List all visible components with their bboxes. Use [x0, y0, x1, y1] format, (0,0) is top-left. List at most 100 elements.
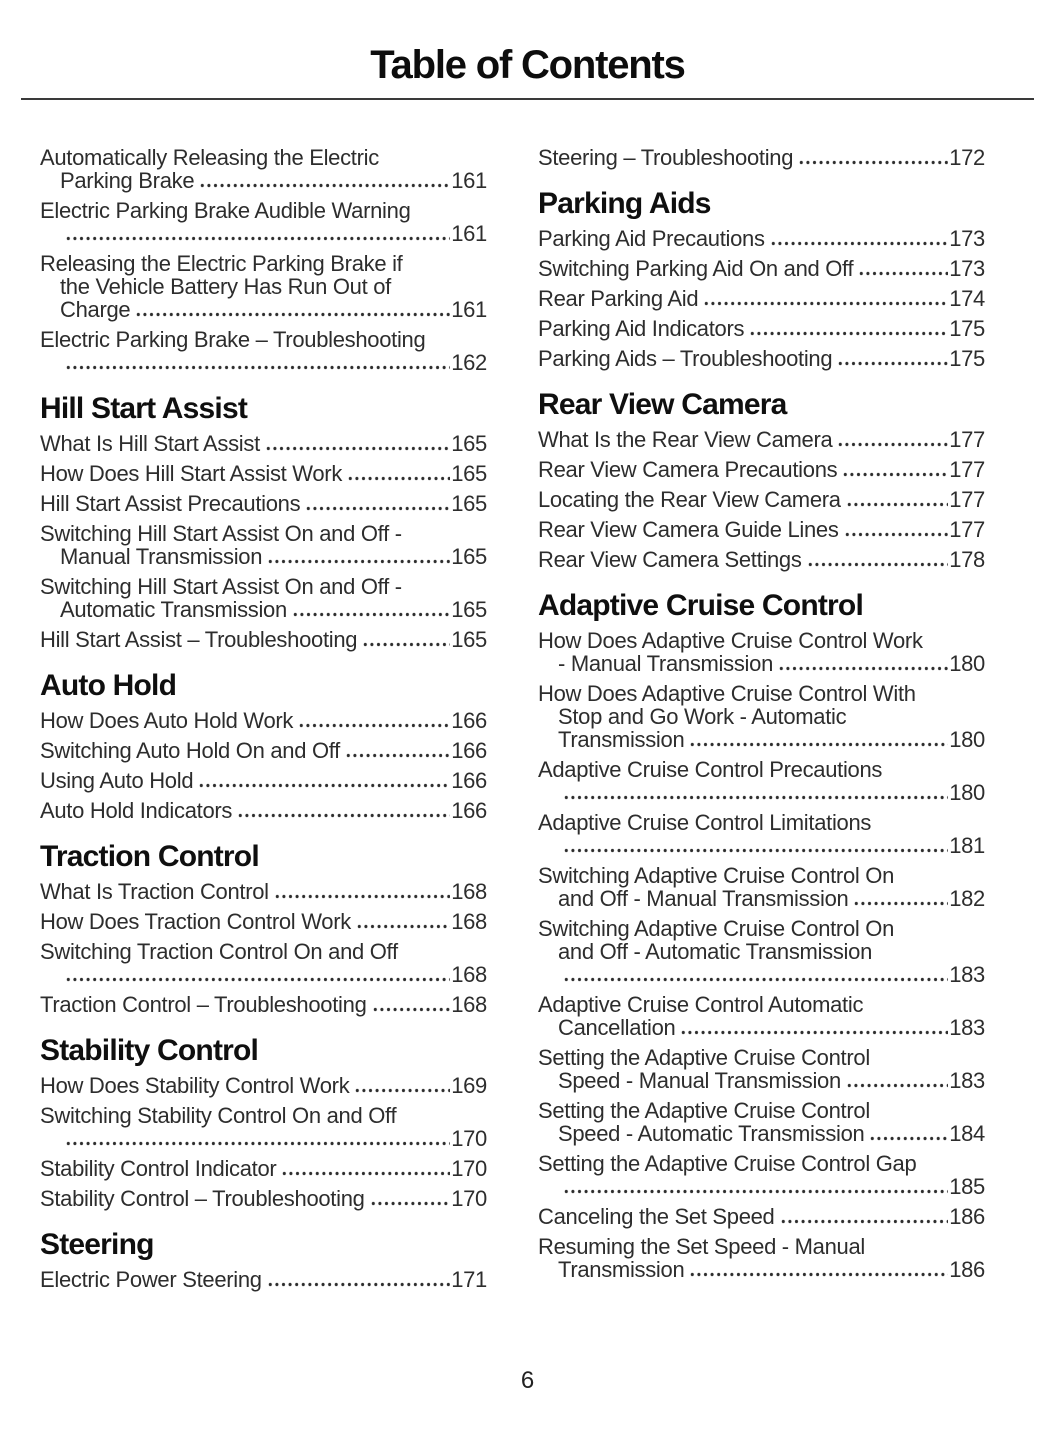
- toc-entry[interactable]: Parking Aid Indicators 175: [538, 317, 985, 340]
- toc-entry[interactable]: Adaptive Cruise Control Precautions 180: [538, 758, 985, 804]
- toc-entry[interactable]: Setting the Adaptive Cruise Control Speed…: [538, 1099, 985, 1145]
- toc-page-number: 169: [451, 1073, 487, 1098]
- toc-entry[interactable]: Steering – Troubleshooting 172: [538, 146, 985, 169]
- dot-leader: [837, 347, 949, 370]
- toc-column: Steering – Troubleshooting 172 Parking Aid…: [538, 146, 985, 1298]
- toc-page-number: 166: [451, 708, 487, 733]
- toc-page-number: 168: [451, 992, 487, 1017]
- toc-entry-text: Using Auto Hold: [40, 768, 194, 793]
- toc-entry[interactable]: Rear Parking Aid 174: [538, 287, 985, 310]
- toc-entry[interactable]: Releasing the Electric Parking Brake if t…: [40, 252, 487, 321]
- toc-page-number: 161: [451, 168, 487, 193]
- toc-entry[interactable]: Switching Hill Start Assist On and Off -…: [40, 575, 487, 621]
- toc-entry[interactable]: How Does Auto Hold Work 166: [40, 709, 487, 732]
- toc-entry-text: Locating the Rear View Camera: [538, 487, 841, 512]
- toc-page-number: 168: [451, 879, 487, 904]
- toc-entry[interactable]: Automatically Releasing the Electric Park…: [40, 146, 487, 192]
- dot-leader: [806, 548, 949, 571]
- toc-entry-text: Switching Hill Start Assist On and Off -: [40, 521, 402, 546]
- toc-entry[interactable]: Setting the Adaptive Cruise Control Speed…: [538, 1046, 985, 1092]
- dot-leader: [347, 462, 451, 485]
- toc-entry-text: Electric Parking Brake – Troubleshooting: [40, 327, 426, 352]
- dot-leader: [769, 227, 949, 250]
- toc-entry-text: Rear View Camera Settings: [538, 547, 802, 572]
- toc-entry-lastline: Automatic Transmission 165: [40, 598, 487, 621]
- toc-page-number: 165: [451, 491, 487, 516]
- toc-entry-lastline: 181: [538, 834, 985, 857]
- toc-entry[interactable]: Electric Parking Brake Audible Warning 16…: [40, 199, 487, 245]
- toc-entry[interactable]: Switching Stability Control On and Off 17…: [40, 1104, 487, 1150]
- toc-entry-text: Transmission: [558, 1257, 685, 1282]
- toc-entry[interactable]: How Does Traction Control Work 168: [40, 910, 487, 933]
- dot-leader: [267, 545, 451, 568]
- toc-entry[interactable]: Parking Aid Precautions 173: [538, 227, 985, 250]
- toc-entry[interactable]: Switching Adaptive Cruise Control On and …: [538, 917, 985, 986]
- toc-entry[interactable]: Locating the Rear View Camera 177: [538, 488, 985, 511]
- toc-entry-text: Switching Adaptive Cruise Control On: [538, 916, 895, 941]
- dot-leader: [291, 598, 451, 621]
- toc-entry-text: What Is Traction Control: [40, 879, 269, 904]
- toc-entry[interactable]: Switching Adaptive Cruise Control On and …: [538, 864, 985, 910]
- toc-entry-lastline: Charge 161: [40, 298, 487, 321]
- toc-entry-text: Auto Hold Indicators: [40, 798, 233, 823]
- toc-entry[interactable]: Setting the Adaptive Cruise Control Gap 1…: [538, 1152, 985, 1198]
- toc-entry[interactable]: Adaptive Cruise Control Limitations 181: [538, 811, 985, 857]
- toc-entry-text: How Does Traction Control Work: [40, 909, 351, 934]
- toc-entry[interactable]: How Does Hill Start Assist Work 165: [40, 462, 487, 485]
- toc-entry[interactable]: Hill Start Assist – Troubleshooting 165: [40, 628, 487, 651]
- toc-page-number: 184: [949, 1121, 985, 1146]
- toc-entry[interactable]: Rear View Camera Precautions 177: [538, 458, 985, 481]
- toc-entry-lastline: 185: [538, 1175, 985, 1198]
- toc-entry-lastline: Switching Parking Aid On and Off 173: [538, 257, 985, 280]
- toc-page-number: 183: [949, 962, 985, 987]
- toc-entry-lastline: How Does Stability Control Work 169: [40, 1074, 487, 1097]
- toc-entry[interactable]: What Is the Rear View Camera 177: [538, 428, 985, 451]
- toc-entry-text: Cancellation: [558, 1015, 676, 1040]
- toc-entry-text: Switching Hill Start Assist On and Off -: [40, 574, 402, 599]
- toc-entry-lastline: and Off - Manual Transmission 182: [538, 887, 985, 910]
- toc-entry[interactable]: Adaptive Cruise Control Automatic Cancell…: [538, 993, 985, 1039]
- toc-entry[interactable]: What Is Hill Start Assist 165: [40, 432, 487, 455]
- toc-entry[interactable]: Stability Control – Troubleshooting 170: [40, 1187, 487, 1210]
- toc-page-number: 173: [949, 256, 985, 281]
- toc-entry[interactable]: What Is Traction Control 168: [40, 880, 487, 903]
- toc-page-number: 170: [451, 1126, 487, 1151]
- toc-entry-text: Setting the Adaptive Cruise Control Gap: [538, 1151, 917, 1176]
- toc-page-number: 165: [451, 431, 487, 456]
- toc-entry[interactable]: Resuming the Set Speed - Manual Transmiss…: [538, 1235, 985, 1281]
- toc-entry[interactable]: Traction Control – Troubleshooting 168: [40, 993, 487, 1016]
- toc-entry[interactable]: How Does Adaptive Cruise Control Work - M…: [538, 629, 985, 675]
- toc-entry-text: What Is the Rear View Camera: [538, 427, 833, 452]
- toc-page-number: 177: [949, 517, 985, 542]
- toc-entry[interactable]: Electric Parking Brake – Troubleshooting…: [40, 328, 487, 374]
- dot-leader: [345, 739, 451, 762]
- toc-entry[interactable]: Using Auto Hold 166: [40, 769, 487, 792]
- toc-entry[interactable]: Switching Auto Hold On and Off 166: [40, 739, 487, 762]
- toc-entry[interactable]: Canceling the Set Speed 186: [538, 1205, 985, 1228]
- toc-entry[interactable]: Switching Parking Aid On and Off 173: [538, 257, 985, 280]
- dot-leader: [354, 1074, 451, 1097]
- toc-entry[interactable]: Rear View Camera Guide Lines 177: [538, 518, 985, 541]
- toc-entry-lastline: Cancellation 183: [538, 1016, 985, 1039]
- dot-leader: [563, 781, 949, 804]
- toc-entry[interactable]: Switching Hill Start Assist On and Off -…: [40, 522, 487, 568]
- toc-page-number: 186: [949, 1204, 985, 1229]
- toc-entry-text: Speed - Automatic Transmission: [558, 1121, 865, 1146]
- toc-page-number: 166: [451, 768, 487, 793]
- dot-leader: [135, 298, 451, 321]
- toc-entry-text: Resuming the Set Speed - Manual: [538, 1234, 866, 1259]
- toc-entry-lastline: Hill Start Assist Precautions 165: [40, 492, 487, 515]
- toc-entry[interactable]: Switching Traction Control On and Off 168: [40, 940, 487, 986]
- toc-entry[interactable]: Stability Control Indicator 170: [40, 1157, 487, 1180]
- toc-entry[interactable]: Parking Aids – Troubleshooting 175: [538, 347, 985, 370]
- toc-entry[interactable]: How Does Stability Control Work 169: [40, 1074, 487, 1097]
- toc-entry-lastline: What Is Traction Control 168: [40, 880, 487, 903]
- toc-entry-text: Automatically Releasing the Electric: [40, 145, 379, 170]
- toc-entry[interactable]: Hill Start Assist Precautions 165: [40, 492, 487, 515]
- toc-entry[interactable]: Rear View Camera Settings 178: [538, 548, 985, 571]
- toc-entry[interactable]: Auto Hold Indicators 166: [40, 799, 487, 822]
- toc-entry[interactable]: Electric Power Steering 171: [40, 1268, 487, 1291]
- toc-entry[interactable]: How Does Adaptive Cruise Control With Sto…: [538, 682, 985, 751]
- toc-entry-text: Stability Control Indicator: [40, 1156, 277, 1181]
- toc-page-number: 174: [949, 286, 985, 311]
